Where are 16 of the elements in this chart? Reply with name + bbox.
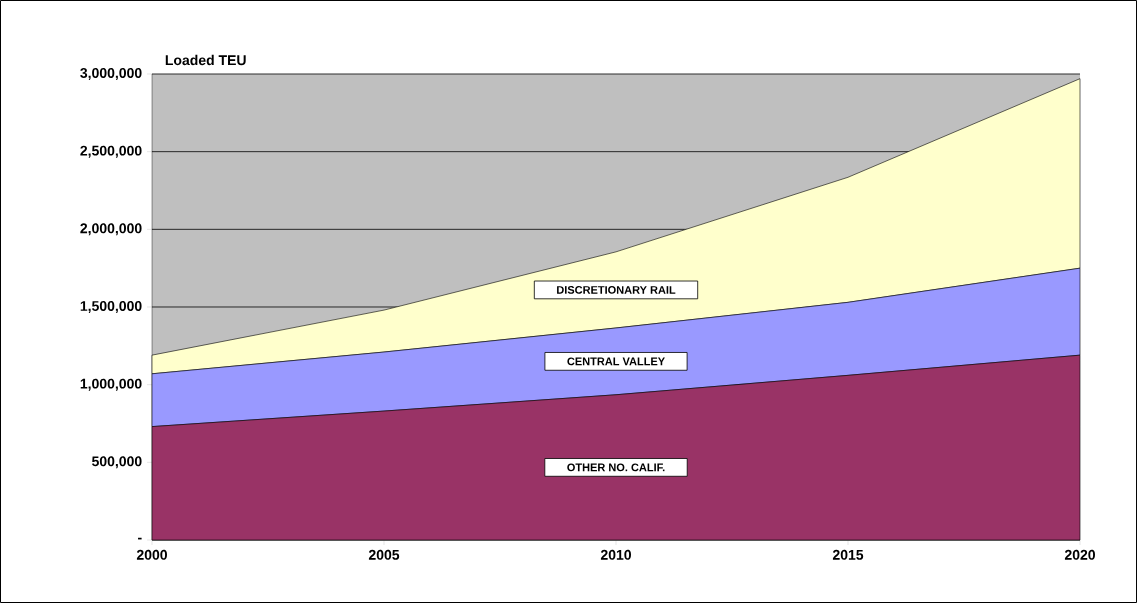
series-label: DISCRETIONARY RAIL: [557, 286, 676, 294]
y-tick-label: -: [138, 537, 142, 540]
y-tick-label: 500,000: [91, 456, 142, 469]
x-tick-label: 2005: [368, 549, 400, 560]
y-tick-label: 1,500,000: [80, 301, 142, 313]
y-tick-label: 1,000,000: [80, 378, 142, 391]
y-axis-title: Loaded TEU: [165, 54, 246, 66]
series-label: CENTRAL VALLEY: [567, 357, 665, 366]
x-tick-label: 2010: [600, 549, 632, 560]
series-label: OTHER NO. CALIF.: [567, 463, 665, 472]
x-tick-label: 2000: [136, 549, 167, 560]
x-tick-label: 2020: [1064, 549, 1096, 560]
x-tick-label: 2015: [832, 549, 864, 560]
y-tick-label: 3,000,000: [80, 68, 142, 80]
y-tick-label: 2,000,000: [80, 223, 142, 236]
y-tick-label: 2,500,000: [80, 145, 142, 158]
